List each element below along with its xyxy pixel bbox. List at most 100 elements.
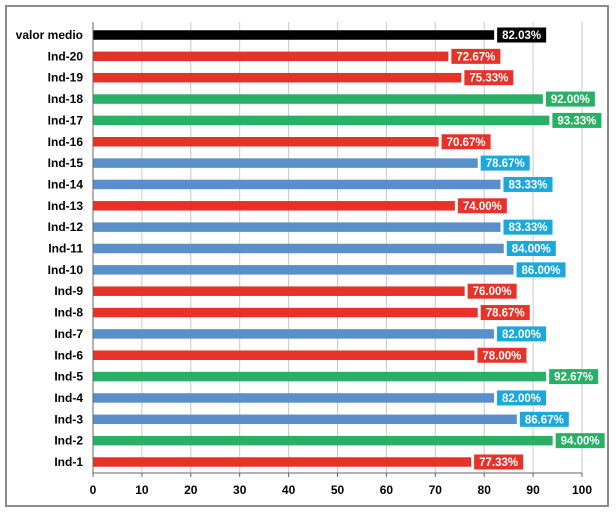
data-label-box xyxy=(451,48,501,64)
bar xyxy=(93,222,501,232)
data-label-text: 86.67% xyxy=(525,414,564,426)
bar xyxy=(93,94,543,104)
category-label: Ind-20 xyxy=(48,49,84,63)
data-label: 82.03% xyxy=(497,27,547,43)
category-label: Ind-6 xyxy=(54,348,83,362)
data-label: 82.00% xyxy=(496,326,546,342)
category-label: Ind-12 xyxy=(48,220,84,234)
data-labels: 82.03%72.67%75.33%92.00%93.33%70.67%78.6… xyxy=(441,27,605,470)
bar xyxy=(93,435,553,446)
data-label: 84.00% xyxy=(506,241,556,256)
data-label-box xyxy=(480,305,530,321)
bar xyxy=(93,243,504,254)
x-tick-label-20: 20 xyxy=(184,483,198,497)
bar xyxy=(93,371,547,382)
data-label-box xyxy=(497,27,547,43)
data-label-text: 83.33% xyxy=(508,179,547,191)
data-label-text: 70.67% xyxy=(447,137,486,149)
bar xyxy=(93,201,455,211)
x-tick-label-10: 10 xyxy=(135,483,149,497)
data-label-text: 82.00% xyxy=(502,329,541,341)
data-label: 82.00% xyxy=(496,390,546,406)
x-tick-label-70: 70 xyxy=(429,483,443,497)
data-label-box xyxy=(464,70,514,86)
category-label: Ind-15 xyxy=(48,156,84,170)
data-label: 76.00% xyxy=(467,283,517,299)
data-label-text: 93.33% xyxy=(557,115,596,127)
category-label: Ind-17 xyxy=(48,113,84,127)
data-label-text: 92.00% xyxy=(551,94,590,106)
bar xyxy=(93,286,465,296)
x-tick-label-60: 60 xyxy=(380,483,394,497)
data-label: 92.00% xyxy=(545,91,595,107)
category-label: Ind-3 xyxy=(54,412,83,426)
data-label-box xyxy=(496,390,546,406)
data-label: 70.67% xyxy=(441,134,491,150)
data-label-box xyxy=(552,112,602,128)
bar xyxy=(93,414,517,425)
data-label-box xyxy=(457,198,507,214)
data-label-text: 77.33% xyxy=(479,457,518,469)
data-label-box xyxy=(480,155,530,171)
bar xyxy=(93,158,478,168)
data-label-text: 78.67% xyxy=(486,308,525,320)
data-label-box xyxy=(516,262,566,278)
data-label: 77.33% xyxy=(474,454,524,470)
data-label-box xyxy=(549,369,599,385)
data-label-box xyxy=(503,176,553,192)
x-tick-label-90: 90 xyxy=(526,483,540,497)
data-label: 78.67% xyxy=(480,305,530,321)
bar xyxy=(93,51,449,62)
category-label: Ind-11 xyxy=(48,242,83,256)
data-label-box xyxy=(503,219,553,235)
data-label-text: 76.00% xyxy=(473,286,512,298)
bar xyxy=(93,393,494,403)
data-label-text: 74.00% xyxy=(463,201,502,213)
data-label-text: 82.00% xyxy=(502,393,541,405)
category-label: Ind-2 xyxy=(54,434,83,448)
data-label: 74.00% xyxy=(457,198,507,214)
category-label: Ind-7 xyxy=(54,327,83,341)
category-label: Ind-4 xyxy=(54,391,83,405)
data-label-text: 94.00% xyxy=(561,436,600,448)
bar xyxy=(93,115,550,126)
data-label-text: 75.33% xyxy=(469,73,508,85)
x-tick-label-40: 40 xyxy=(282,483,296,497)
data-label-box xyxy=(506,241,556,256)
data-label-text: 84.00% xyxy=(512,244,551,256)
bar xyxy=(93,307,478,318)
data-label-text: 83.33% xyxy=(508,222,547,234)
x-tick-label-0: 0 xyxy=(90,483,97,497)
data-label: 92.67% xyxy=(549,369,599,385)
bars xyxy=(93,30,553,467)
data-label-text: 86.00% xyxy=(522,265,561,277)
data-label-box xyxy=(467,283,517,299)
category-label: Ind-14 xyxy=(48,177,84,191)
category-label: Ind-16 xyxy=(48,135,84,149)
category-label: Ind-19 xyxy=(48,71,84,85)
bar xyxy=(93,265,514,275)
data-label: 93.33% xyxy=(552,112,602,128)
data-label: 94.00% xyxy=(555,433,605,449)
data-label: 75.33% xyxy=(464,70,514,86)
bar xyxy=(93,350,475,360)
axes: 0 10 20 30 40 50 60 70 80 90 100 valor medio Ind-20 I… xyxy=(16,22,592,497)
data-label-box xyxy=(496,326,546,342)
bar xyxy=(93,137,439,147)
x-tick-label-80: 80 xyxy=(478,483,492,497)
data-label-box xyxy=(519,411,569,427)
bar xyxy=(93,457,472,467)
bar xyxy=(93,329,494,339)
category-label: Ind-1 xyxy=(54,455,83,469)
category-label: Ind-8 xyxy=(54,306,83,320)
category-label: Ind-9 xyxy=(54,284,83,298)
data-label-text: 92.67% xyxy=(554,372,593,384)
bar xyxy=(93,72,462,83)
data-label-text: 78.67% xyxy=(486,158,525,170)
data-label: 86.00% xyxy=(516,262,566,278)
x-tick-label-100: 100 xyxy=(572,483,592,497)
data-label-text: 82.03% xyxy=(502,30,541,42)
category-label: Ind-18 xyxy=(48,92,84,106)
data-label-text: 78.00% xyxy=(482,350,521,362)
